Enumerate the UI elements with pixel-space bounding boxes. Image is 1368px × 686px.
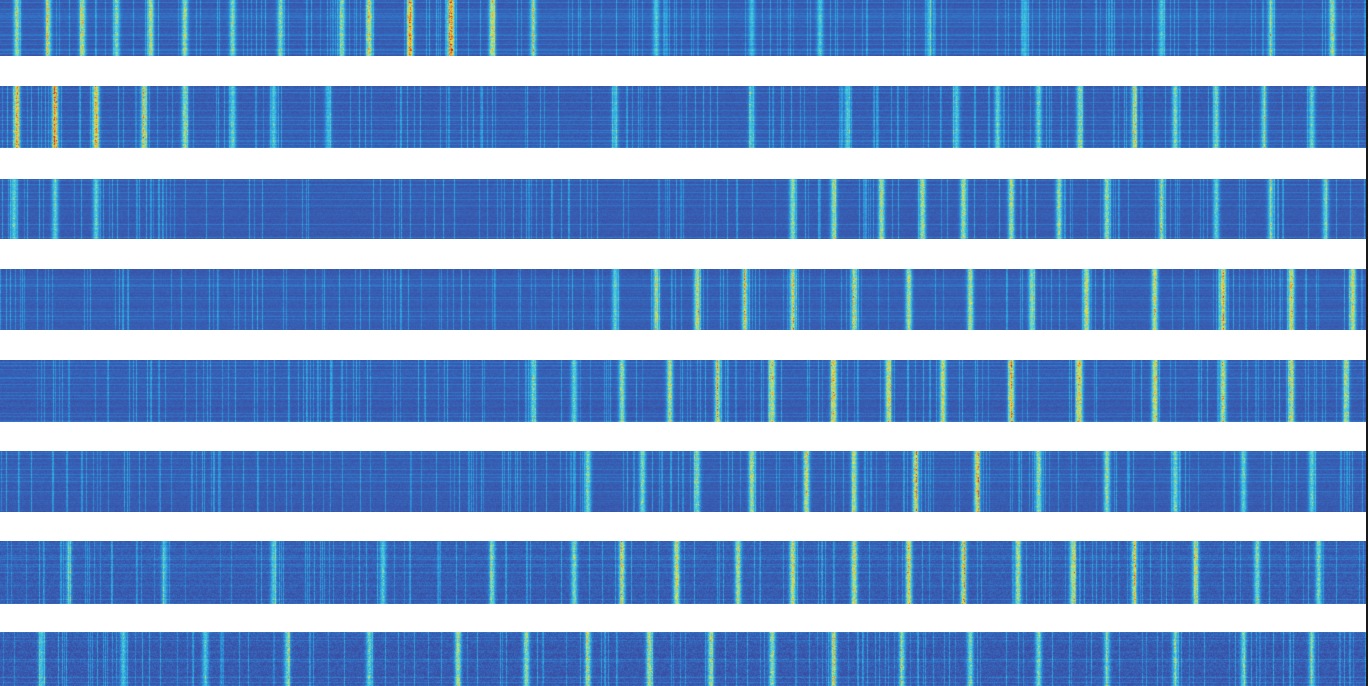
heatmap-strip-5 — [0, 360, 1366, 422]
heatmap-strip-8 — [0, 632, 1366, 686]
heatmap-strip-3-canvas — [0, 179, 1366, 239]
heatmap-strip-4-canvas — [0, 269, 1366, 330]
heatmap-strip-2 — [0, 86, 1366, 148]
figure-frame-edge — [1366, 0, 1368, 686]
heatmap-strip-5-canvas — [0, 360, 1366, 422]
heatmap-strip-6-canvas — [0, 451, 1366, 512]
heatmap-strip-4 — [0, 269, 1366, 330]
heatmap-strip-2-canvas — [0, 86, 1366, 148]
heatmap-strip-1 — [0, 0, 1366, 56]
heatmap-strip-7-canvas — [0, 541, 1366, 604]
heatmap-strip-6 — [0, 451, 1366, 512]
heatmap-strip-3 — [0, 179, 1366, 239]
heatmap-strip-7 — [0, 541, 1366, 604]
heatmap-strip-8-canvas — [0, 632, 1366, 686]
heatmap-strip-1-canvas — [0, 0, 1366, 56]
